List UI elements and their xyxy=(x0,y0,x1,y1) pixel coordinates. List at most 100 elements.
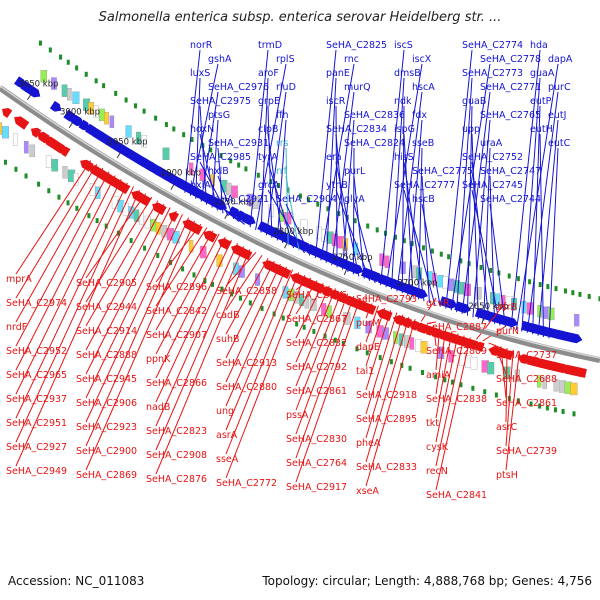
leader-line xyxy=(295,290,343,411)
leader-line xyxy=(435,327,441,371)
cog-block xyxy=(155,222,161,235)
gc-mark xyxy=(402,238,406,244)
gene-label-hisS: hisS xyxy=(394,152,414,163)
gc-mark xyxy=(129,238,133,244)
cog-block xyxy=(141,135,147,148)
leader-line xyxy=(295,288,336,387)
cog-block xyxy=(61,84,68,97)
leader-line xyxy=(85,210,177,399)
accession-text: Accession: NC_011083 xyxy=(8,574,145,588)
leader-line xyxy=(403,133,414,298)
gene-label-sseB: sseB xyxy=(412,138,434,149)
cog-block xyxy=(343,312,351,325)
gene-label-ndk: ndk xyxy=(394,96,412,107)
leader-line xyxy=(421,203,441,307)
gene-label-SeHA_C2771: SeHA_C2771 xyxy=(480,82,541,93)
gene-label-guaB: guaB xyxy=(462,96,486,107)
leader-line xyxy=(15,189,141,467)
leader-line xyxy=(155,233,220,355)
gene-label-mprA: mprA xyxy=(6,274,32,285)
leader-line xyxy=(195,77,201,199)
leader-line xyxy=(435,333,459,443)
gene-label-SeHA_C2833: SeHA_C2833 xyxy=(356,462,417,473)
gc-mark xyxy=(439,251,443,257)
gene-arrow xyxy=(70,114,84,127)
gene-label-pssA: pssA xyxy=(286,410,309,421)
leader-line xyxy=(15,186,134,443)
leader-line xyxy=(331,91,355,266)
cog-block xyxy=(111,196,119,209)
gene-arrow xyxy=(465,339,479,350)
gene-label-gcvR: gcvR xyxy=(426,298,450,309)
gene-label-SeHA_C2841: SeHA_C2841 xyxy=(426,490,487,501)
gene-arrow xyxy=(570,333,583,344)
kbp-tick-label: 2700 kbp xyxy=(397,278,437,288)
gene-label-SeHA_C2778: SeHA_C2778 xyxy=(480,54,541,65)
gc-mark xyxy=(494,392,498,398)
gc-mark xyxy=(471,385,475,391)
gc-mark xyxy=(571,290,575,296)
gene-label-nrdF: nrdF xyxy=(6,322,27,333)
gene-arrow xyxy=(506,317,519,328)
leader-line xyxy=(15,160,92,275)
leader-line xyxy=(505,348,508,423)
gene-label-SeHA_C2752: SeHA_C2752 xyxy=(462,152,523,163)
gene-label-SeHA_C2985: SeHA_C2985 xyxy=(190,152,251,163)
gc-mark xyxy=(154,115,158,121)
gc-mark xyxy=(489,267,493,273)
gene-arrow xyxy=(59,146,71,157)
leader-line xyxy=(15,182,128,419)
gene-label-asrB: asrB xyxy=(496,302,517,313)
gc-mark xyxy=(516,276,520,282)
gene-label-rnc: rnc xyxy=(344,54,359,65)
gene-label-SeHA_C2905: SeHA_C2905 xyxy=(76,278,137,289)
gc-mark xyxy=(124,97,128,103)
label-leader-lines xyxy=(15,49,559,491)
gene-label-SeHA_C2866: SeHA_C2866 xyxy=(146,378,207,389)
gene-label-SeHA_C2773: SeHA_C2773 xyxy=(462,68,523,79)
leader-line xyxy=(335,133,349,272)
leader-line xyxy=(365,319,416,487)
gene-label-SeHA_C2949: SeHA_C2949 xyxy=(6,466,67,477)
gene-arrow xyxy=(78,119,90,131)
leader-line xyxy=(537,119,559,336)
gene-label-era: era xyxy=(326,152,342,163)
gc-mark xyxy=(57,194,61,200)
gc-mark xyxy=(182,132,186,138)
gene-label-pheA: pheA xyxy=(356,438,381,449)
gene-label-upp: upp xyxy=(462,124,480,135)
leader-line xyxy=(365,307,385,367)
leader-line xyxy=(85,196,153,303)
gene-label-SeHA_C2867: SeHA_C2867 xyxy=(286,314,347,325)
gene-label-SeHA_C2900: SeHA_C2900 xyxy=(76,446,137,457)
leader-line xyxy=(15,178,122,395)
gene-label-SeHA_C2836: SeHA_C2836 xyxy=(344,110,405,121)
gc-mark xyxy=(353,218,357,224)
gc-mark xyxy=(483,389,487,395)
gc-mark xyxy=(104,223,108,229)
gene-label-ffh: ffh xyxy=(276,110,289,121)
cog-block xyxy=(238,265,245,278)
leader-line xyxy=(380,49,405,286)
gene-label-glyA: glyA xyxy=(344,194,365,205)
cog-block xyxy=(67,88,72,101)
gene-label-eutC: eutC xyxy=(548,138,571,149)
cog-block xyxy=(570,382,578,396)
gene-label-tyrA: tyrA xyxy=(258,152,278,163)
gene-arrow xyxy=(347,262,364,275)
kbp-tick-mark xyxy=(170,184,175,190)
leader-line xyxy=(471,189,501,326)
gene-label-hda: hda xyxy=(530,40,548,51)
gene-label-sseA: sseA xyxy=(216,454,239,465)
cog-block xyxy=(189,162,194,175)
gene-label-SeHA_C2809: SeHA_C2809 xyxy=(426,346,487,357)
gc-mark xyxy=(443,377,447,383)
leader-line xyxy=(526,91,559,333)
gc-mark xyxy=(516,398,520,404)
cog-block xyxy=(136,131,142,145)
gc-mark xyxy=(75,205,79,211)
gc-mark xyxy=(14,166,18,172)
leader-line xyxy=(225,266,287,407)
kbp-tick-mark xyxy=(284,242,288,249)
gene-label-panE: panE xyxy=(326,68,350,79)
